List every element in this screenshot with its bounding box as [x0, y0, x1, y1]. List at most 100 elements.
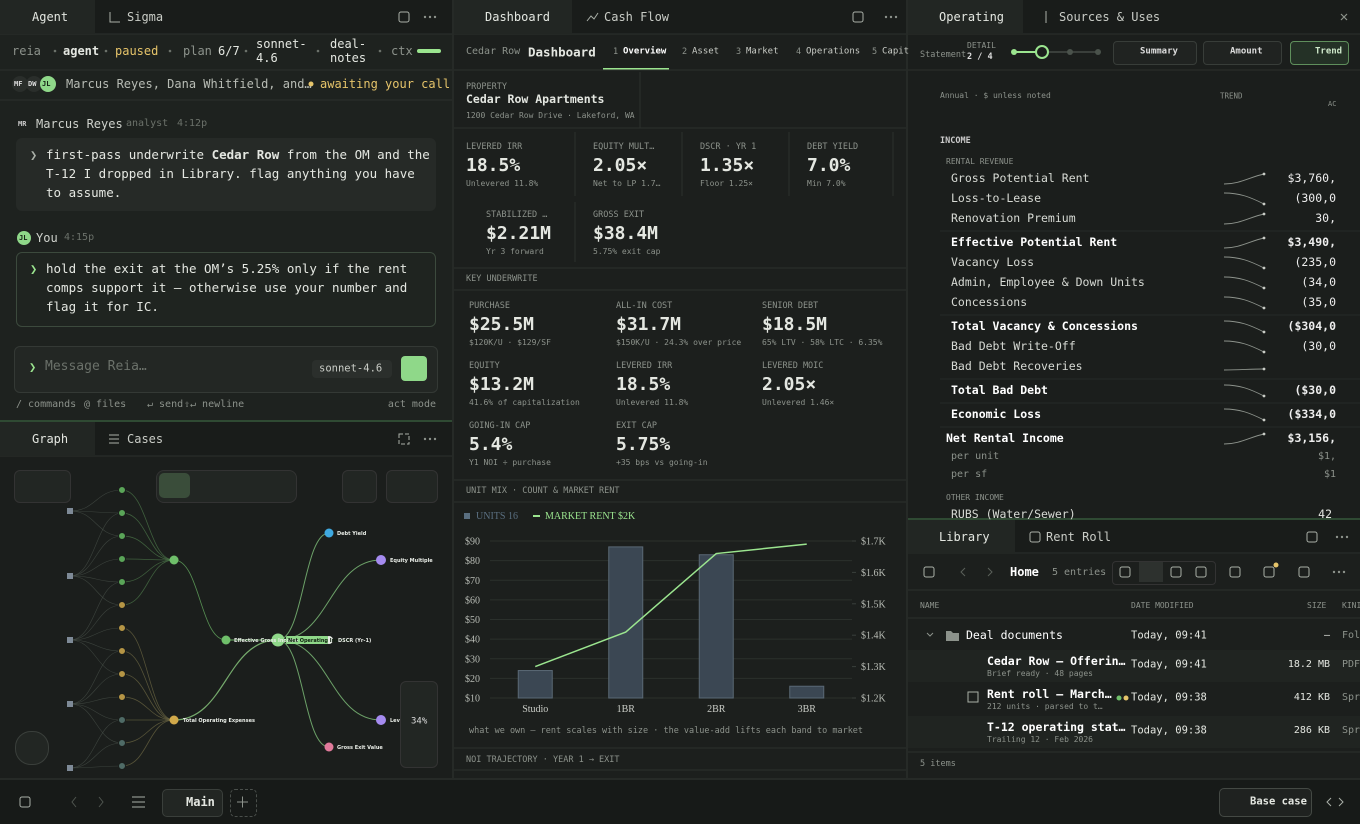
graph-control[interactable]: [342, 470, 377, 503]
view-toggle[interactable]: [1112, 561, 1216, 585]
text: Today, 09:41: [1131, 629, 1207, 642]
x-tick-label: 1BR: [617, 704, 636, 715]
avatar: [40, 76, 56, 92]
badge: [1273, 562, 1279, 568]
tab-icon: [1229, 566, 1241, 578]
text: 65% LTV · 58% LTC · 6.35%: [762, 338, 883, 348]
branch-button[interactable]: [162, 789, 223, 817]
x-tick-label: 2BR: [707, 704, 726, 715]
step[interactable]: Capit: [882, 46, 910, 57]
tab[interactable]: [0, 422, 95, 456]
tab-icon: [1170, 566, 1182, 578]
toolbar-button[interactable]: [1113, 41, 1197, 65]
tab-label[interactable]: Cash Flow: [604, 9, 670, 24]
model-pill[interactable]: [312, 360, 392, 378]
text: Cedar Row Apartments: [466, 92, 605, 107]
zoom-box[interactable]: [400, 681, 438, 768]
status-dot: [308, 81, 314, 87]
graph-edge: [69, 581, 123, 641]
text: 30,: [1315, 211, 1336, 226]
menu-dot: [1335, 535, 1339, 539]
tab-icon: [109, 434, 119, 444]
tab[interactable]: [454, 0, 572, 34]
tab-label[interactable]: Library: [939, 529, 990, 544]
toolbar-button[interactable]: [1290, 41, 1349, 65]
text: $25.5M: [469, 314, 535, 336]
add-button[interactable]: [230, 789, 257, 817]
step[interactable]: Asset: [692, 46, 720, 57]
tab[interactable]: [908, 520, 1015, 554]
text: (35,0: [1301, 295, 1336, 310]
text: (235,0: [1294, 255, 1336, 270]
text: Annual · $ unless noted: [940, 91, 1051, 101]
text: Brief ready · 48 pages: [987, 669, 1093, 679]
message-text: hold the exit at the OM’s 5.25% only if …: [46, 259, 432, 316]
search-button[interactable]: [15, 731, 49, 765]
tab-label[interactable]: Operating: [939, 9, 1005, 24]
case-button[interactable]: [1219, 788, 1312, 817]
toolbar-button[interactable]: [1203, 41, 1282, 65]
tab-icon: [19, 796, 31, 808]
button-label[interactable]: Main: [186, 794, 215, 809]
text: ↵ send: [147, 399, 184, 410]
tab-label[interactable]: Sources & Uses: [1059, 9, 1161, 24]
graph-node: [324, 742, 334, 752]
avatar: [26, 76, 42, 92]
step[interactable]: Market: [746, 46, 779, 57]
text: 4:15p: [64, 232, 95, 243]
tab-label[interactable]: Sigma: [127, 9, 164, 24]
menu-dot: [889, 15, 893, 19]
menu-dot: [1332, 570, 1336, 574]
message-bubble: [16, 252, 436, 327]
text: 412 KB: [1293, 692, 1330, 703]
tab-label[interactable]: Dashboard: [485, 9, 551, 24]
menu-dot: [433, 437, 437, 441]
graph-control[interactable]: [386, 470, 438, 503]
graph-edge: [69, 604, 123, 641]
sparkline-end: [1262, 306, 1266, 310]
tab[interactable]: [0, 0, 95, 34]
text: Unlevered 11.8%: [616, 398, 689, 408]
menu-dot: [1345, 535, 1349, 539]
graph-edge: [69, 696, 123, 705]
y-tick-label: $40: [465, 635, 480, 646]
tab-label[interactable]: Rent Roll: [1046, 529, 1112, 544]
button-label[interactable]: Summary: [1140, 46, 1178, 57]
text: $150K/U · 24.3% over price: [616, 338, 742, 348]
graph-edge: [121, 673, 175, 721]
button-label[interactable]: Base case: [1250, 795, 1307, 808]
graph-edge: [121, 489, 175, 561]
tab-label[interactable]: Graph: [32, 431, 69, 446]
send-button[interactable]: [401, 356, 427, 381]
node-label: Gross Exit Value: [337, 745, 383, 751]
button-label[interactable]: Amount: [1230, 46, 1263, 57]
tab[interactable]: [908, 0, 1023, 34]
dashboard-panel: [454, 0, 906, 778]
text: LEVERED IRR: [466, 141, 523, 152]
button-label[interactable]: Trend: [1315, 46, 1343, 57]
text: Loss-to-Lease: [951, 191, 1042, 206]
tab-label[interactable]: Cases: [127, 431, 164, 446]
text: KINI: [1342, 601, 1360, 611]
sparkline-end: [1262, 330, 1266, 334]
text: 1.35×: [700, 155, 755, 177]
y-tick-label: $50: [465, 615, 480, 626]
step[interactable]: Overview: [623, 46, 667, 57]
text: Yr 3 forward: [486, 247, 544, 257]
text: NAME: [920, 601, 940, 611]
toolbar-active[interactable]: [159, 473, 190, 498]
text: @ files: [84, 399, 127, 410]
graph-node: [118, 716, 126, 724]
tab-label[interactable]: Agent: [32, 9, 69, 24]
x-tick-label: Studio: [522, 704, 548, 715]
text-run: first-pass underwrite: [46, 147, 212, 162]
graph-node: [118, 555, 126, 563]
graph-control[interactable]: [14, 470, 71, 503]
text: 41.6% of capitalization: [469, 398, 580, 408]
slider-stop: [1011, 49, 1017, 55]
graph-edge: [121, 719, 175, 744]
text: Vacancy Loss: [951, 255, 1035, 270]
menu-dot: [1337, 570, 1341, 574]
step[interactable]: Operations: [806, 46, 861, 57]
sparkline-end: [1262, 172, 1266, 176]
